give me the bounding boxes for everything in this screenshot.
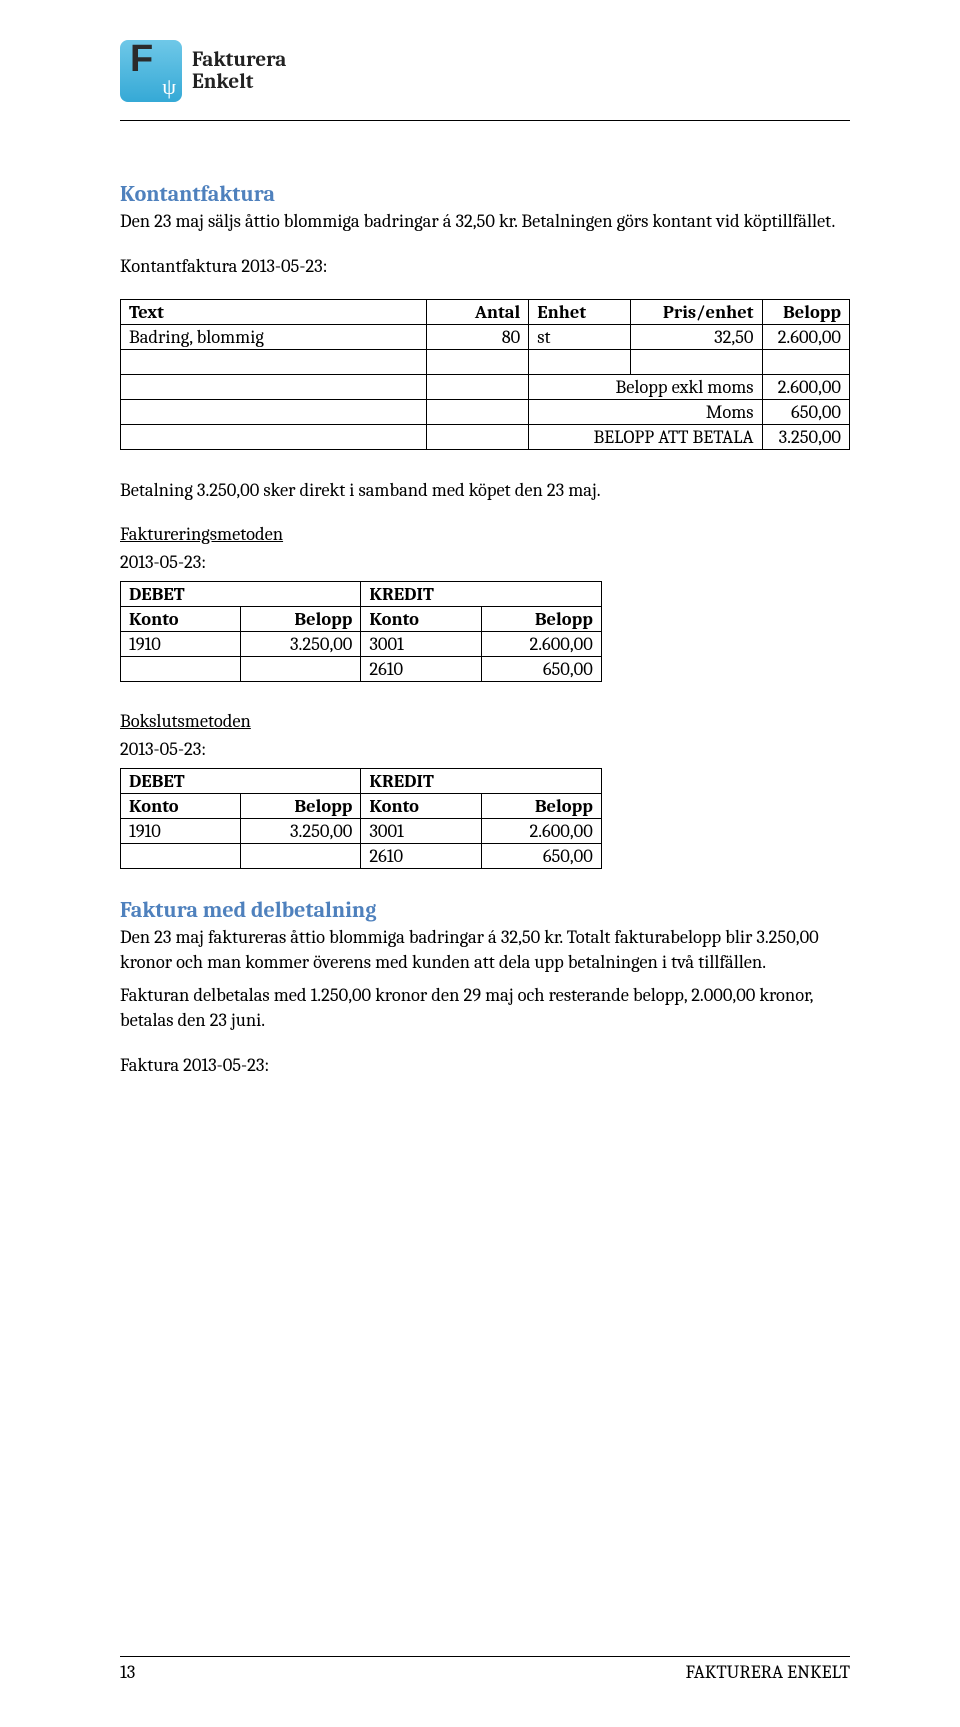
table-row <box>121 349 850 374</box>
cell <box>121 656 241 681</box>
cell: 2.600,00 <box>762 324 850 349</box>
col-antal: Antal <box>427 299 529 324</box>
cell: 3.250,00 <box>241 818 361 843</box>
page-number: 13 <box>120 1661 135 1683</box>
cell: 3001 <box>361 818 481 843</box>
paragraph: Kontantfaktura 2013-05-23: <box>120 254 850 279</box>
logo-psi-icon: ψ <box>162 74 176 100</box>
cell: 2.600,00 <box>762 374 850 399</box>
paragraph: Den 23 maj faktureras åttio blommiga bad… <box>120 925 850 975</box>
paragraph: Faktura 2013-05-23: <box>120 1053 850 1078</box>
col-konto: Konto <box>121 793 241 818</box>
cell: 1910 <box>121 631 241 656</box>
col-belopp: Belopp <box>762 299 850 324</box>
table-row: DEBET KREDIT <box>121 581 602 606</box>
cell <box>121 374 427 399</box>
cell: BELOPP ATT BETALA <box>529 424 762 449</box>
cell: 650,00 <box>481 656 601 681</box>
cell <box>241 843 361 868</box>
cell <box>427 374 529 399</box>
cell: Belopp exkl moms <box>529 374 762 399</box>
col-enhet: Enhet <box>529 299 631 324</box>
table-row: Konto Belopp Konto Belopp <box>121 793 602 818</box>
cell: 80 <box>427 324 529 349</box>
cell: Badring, blommig <box>121 324 427 349</box>
header-divider <box>120 120 850 121</box>
col-belopp: Belopp <box>481 606 601 631</box>
cell: 1910 <box>121 818 241 843</box>
cell <box>121 843 241 868</box>
section-heading-delbetalning: Faktura med delbetalning <box>120 897 850 923</box>
cell: 650,00 <box>481 843 601 868</box>
table-row: 2610 650,00 <box>121 656 602 681</box>
cell: 3001 <box>361 631 481 656</box>
cell <box>121 349 427 374</box>
table-row: DEBET KREDIT <box>121 768 602 793</box>
cell <box>529 349 631 374</box>
cell <box>427 349 529 374</box>
col-konto: Konto <box>361 606 481 631</box>
cell <box>241 656 361 681</box>
brand-name-line1: Fakturera <box>192 49 286 71</box>
paragraph: Fakturan delbetalas med 1.250,00 kronor … <box>120 983 850 1033</box>
header-debet: DEBET <box>121 768 361 793</box>
cell <box>121 424 427 449</box>
subheading-faktureringsmetoden: Faktureringsmetoden <box>120 523 850 545</box>
brand-name: Fakturera Enkelt <box>192 49 286 93</box>
paragraph: Den 23 maj säljs åttio blommiga badringa… <box>120 209 850 234</box>
cell <box>121 399 427 424</box>
table-row: 2610 650,00 <box>121 843 602 868</box>
date-label: 2013-05-23: <box>120 551 850 573</box>
header-debet: DEBET <box>121 581 361 606</box>
page-footer: 13 FAKTURERA ENKELT <box>120 1656 850 1683</box>
header-kredit: KREDIT <box>361 581 601 606</box>
subheading-bokslutsmetoden: Bokslutsmetoden <box>120 710 850 732</box>
debet-kredit-table-fm: DEBET KREDIT Konto Belopp Konto Belopp 1… <box>120 581 602 682</box>
invoice-table: Text Antal Enhet Pris/enhet Belopp Badri… <box>120 299 850 450</box>
cell <box>762 349 850 374</box>
table-row: Moms 650,00 <box>121 399 850 424</box>
debet-kredit-table-bm: DEBET KREDIT Konto Belopp Konto Belopp 1… <box>120 768 602 869</box>
cell <box>631 349 762 374</box>
table-row: 1910 3.250,00 3001 2.600,00 <box>121 631 602 656</box>
cell: 3.250,00 <box>762 424 850 449</box>
brand-name-line2: Enkelt <box>192 71 286 93</box>
table-row: Belopp exkl moms 2.600,00 <box>121 374 850 399</box>
cell: 3.250,00 <box>241 631 361 656</box>
col-belopp: Belopp <box>241 606 361 631</box>
table-row: Konto Belopp Konto Belopp <box>121 606 602 631</box>
section-heading-kontantfaktura: Kontantfaktura <box>120 181 850 207</box>
cell: 32,50 <box>631 324 762 349</box>
col-belopp: Belopp <box>481 793 601 818</box>
logo-letter: F <box>130 38 151 81</box>
paragraph: Betalning 3.250,00 sker direkt i samband… <box>120 478 850 503</box>
footer-divider <box>120 1656 850 1657</box>
table-row: 1910 3.250,00 3001 2.600,00 <box>121 818 602 843</box>
date-label: 2013-05-23: <box>120 738 850 760</box>
cell: 2.600,00 <box>481 818 601 843</box>
col-pris: Pris/enhet <box>631 299 762 324</box>
table-row: Text Antal Enhet Pris/enhet Belopp <box>121 299 850 324</box>
col-text: Text <box>121 299 427 324</box>
col-belopp: Belopp <box>241 793 361 818</box>
header-kredit: KREDIT <box>361 768 601 793</box>
cell <box>427 399 529 424</box>
brand-logo: F ψ <box>120 40 182 102</box>
cell: 2610 <box>361 843 481 868</box>
col-konto: Konto <box>361 793 481 818</box>
footer-title: FAKTURERA ENKELT <box>686 1661 850 1683</box>
col-konto: Konto <box>121 606 241 631</box>
cell: st <box>529 324 631 349</box>
cell: 650,00 <box>762 399 850 424</box>
table-row: Badring, blommig 80 st 32,50 2.600,00 <box>121 324 850 349</box>
cell: 2.600,00 <box>481 631 601 656</box>
cell: 2610 <box>361 656 481 681</box>
cell <box>427 424 529 449</box>
table-row: BELOPP ATT BETALA 3.250,00 <box>121 424 850 449</box>
brand-header: F ψ Fakturera Enkelt <box>120 40 850 102</box>
cell: Moms <box>529 399 762 424</box>
